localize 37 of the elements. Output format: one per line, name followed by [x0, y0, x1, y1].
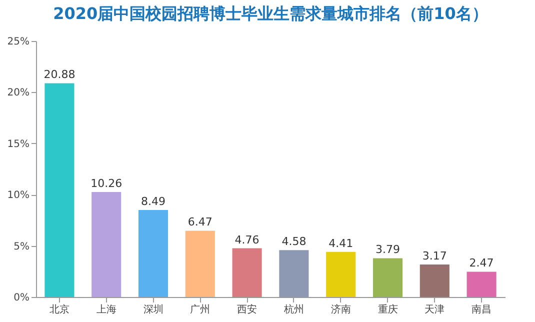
x-tick-label: 杭州: [282, 304, 304, 316]
chart-title: 2020届中国校园招聘博士毕业生需求量城市排名（前10名）: [53, 4, 488, 23]
y-tick-label: 10%: [7, 190, 30, 202]
bar: [232, 248, 262, 297]
data-label: 3.17: [422, 250, 447, 263]
x-tick-label: 西安: [237, 304, 258, 316]
bar: [44, 83, 74, 297]
y-tick-label: 5%: [14, 241, 30, 252]
bar: [420, 264, 450, 297]
data-label: 2.47: [469, 256, 494, 270]
bar: [92, 192, 122, 297]
y-tick-label: 15%: [7, 138, 30, 150]
data-label: 3.79: [376, 243, 400, 256]
y-tick-label: 25%: [7, 36, 30, 48]
bar: [326, 252, 356, 297]
data-label: 6.47: [188, 216, 212, 229]
x-tick-label: 上海: [96, 304, 116, 316]
bar: [279, 250, 309, 297]
bar: [466, 272, 496, 297]
x-tick-label: 天津: [424, 304, 445, 316]
bar: [138, 210, 168, 297]
data-label: 4.58: [282, 235, 306, 248]
data-label: 10.26: [90, 176, 122, 190]
data-label: 4.41: [328, 236, 354, 250]
x-tick-label: 广州: [190, 304, 210, 316]
y-tick-label: 0%: [14, 292, 30, 304]
x-tick-label: 济南: [330, 304, 351, 316]
x-tick-label: 北京: [49, 304, 70, 316]
x-tick-label: 重庆: [378, 304, 398, 316]
data-label: 4.76: [234, 233, 260, 246]
y-tick-label: 20%: [7, 88, 30, 99]
bar: [185, 230, 215, 297]
data-label: 8.49: [141, 195, 166, 208]
x-tick-label: 南昌: [472, 304, 492, 316]
x-tick-label: 深圳: [143, 304, 164, 316]
bar: [372, 258, 403, 297]
data-label: 20.88: [44, 68, 76, 82]
